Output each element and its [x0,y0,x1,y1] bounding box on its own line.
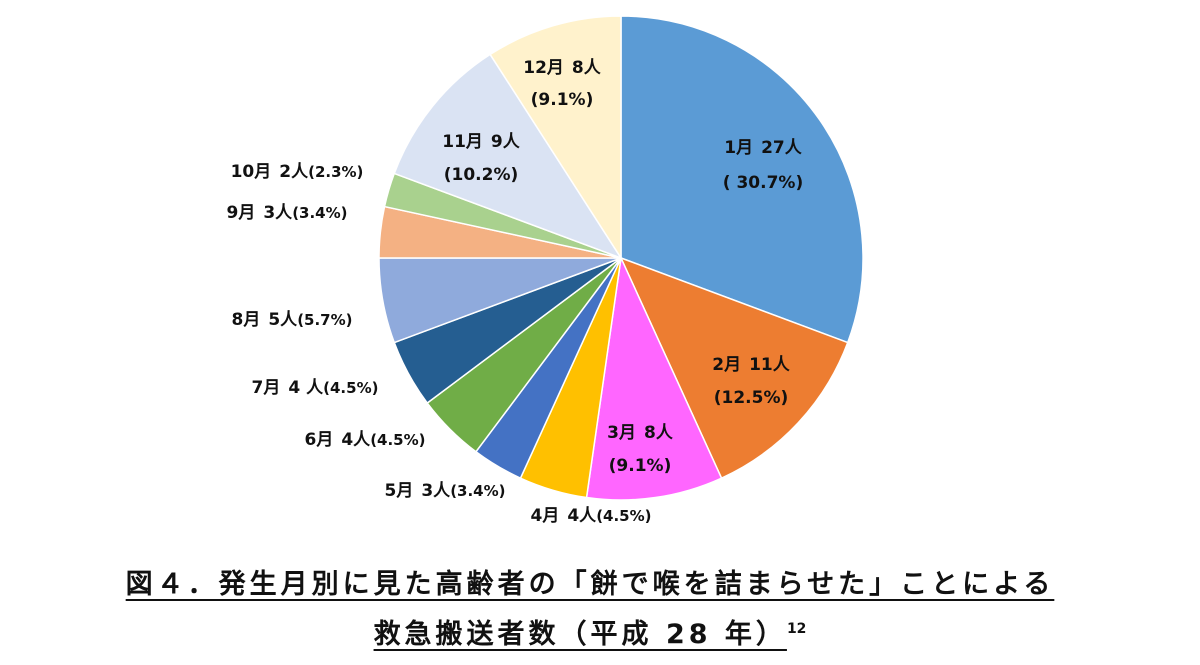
pie-slice [393,53,623,260]
value-label: 3人 [421,481,451,501]
slice-label: 12月 8人 [523,58,602,78]
slice-label: 2月 11人 [712,355,791,375]
footnote-ref: 12 [786,621,807,637]
value-label: 8人 [644,423,674,443]
category-label: 8月 [232,310,261,330]
pie-slice [619,256,849,480]
category-label: 7月 [252,378,281,398]
percent-label: ( 30.7%) [723,173,803,193]
slice-label: 9月 3人(3.4%) [227,203,348,223]
slice-label: 6月 4人(4.5%) [305,430,426,450]
category-label: 11月 [442,132,483,152]
category-label: 10月 [231,162,272,182]
percent-label: (4.5%) [596,507,651,525]
chart-subtitle: 救急搬送者数（平成 28 年） [373,619,787,650]
category-label: 9月 [227,203,256,223]
slice-label: 4月 4人(4.5%) [531,506,652,526]
category-label: 2月 [712,355,741,375]
percent-label: (10.2%) [444,165,519,185]
pie-slice [489,15,622,261]
value-label: 11人 [749,355,791,375]
category-label: 3月 [607,423,636,443]
percent-label: (4.5%) [370,431,425,449]
value-label: 4 人 [288,378,324,398]
value-label: 27人 [761,138,803,158]
chart-title: 図４．発生月別に見た高齢者の「餅で喉を詰まらせた」ことによる [125,569,1055,600]
percent-label: (9.1%) [531,90,594,110]
value-label: 4人 [567,506,597,526]
title-line: 図４．発生月別に見た高齢者の「餅で喉を詰まらせた」ことによる [0,562,1180,601]
slice-label: 11月 9人 [442,132,521,152]
title-line: 救急搬送者数（平成 28 年）12 [0,612,1180,651]
value-label: 4人 [341,430,371,450]
slice-label: 1月 27人 [724,138,803,158]
percent-label: (9.1%) [609,456,672,476]
slice-label: 5月 3人(3.4%) [385,481,506,501]
percent-label: (3.4%) [450,482,505,500]
value-label: 2人 [279,162,309,182]
category-label: 12月 [523,58,564,78]
value-label: 5人 [268,310,298,330]
category-label: 5月 [385,481,414,501]
pie-slice [585,255,723,501]
slice-label: 10月 2人(2.3%) [231,162,364,182]
slice-label: 7月 4 人(4.5%) [252,378,379,398]
value-label: 8人 [572,58,602,78]
category-label: 1月 [724,138,753,158]
category-label: 4月 [531,506,560,526]
category-label: 6月 [305,430,334,450]
percent-label: (3.4%) [292,204,347,222]
value-label: 9人 [491,132,521,152]
percent-label: (4.5%) [323,379,378,397]
pie-slice [620,15,864,344]
value-label: 3人 [263,203,293,223]
percent-label: (12.5%) [714,388,789,408]
slice-label: 3月 8人 [607,423,674,443]
percent-label: (5.7%) [297,311,352,329]
slice-label: 8月 5人(5.7%) [232,310,353,330]
percent-label: (2.3%) [308,163,363,181]
chart: 1月 27人( 30.7%)2月 11人(12.5%)3月 8人(9.1%)4月 4人(… [227,15,864,526]
